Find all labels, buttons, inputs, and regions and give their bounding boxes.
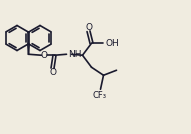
Text: CF₃: CF₃ — [92, 91, 107, 100]
Text: O: O — [49, 68, 56, 77]
Text: O: O — [40, 51, 48, 60]
Text: NH: NH — [69, 50, 82, 59]
Text: OH: OH — [105, 39, 119, 48]
Text: O: O — [85, 23, 92, 32]
